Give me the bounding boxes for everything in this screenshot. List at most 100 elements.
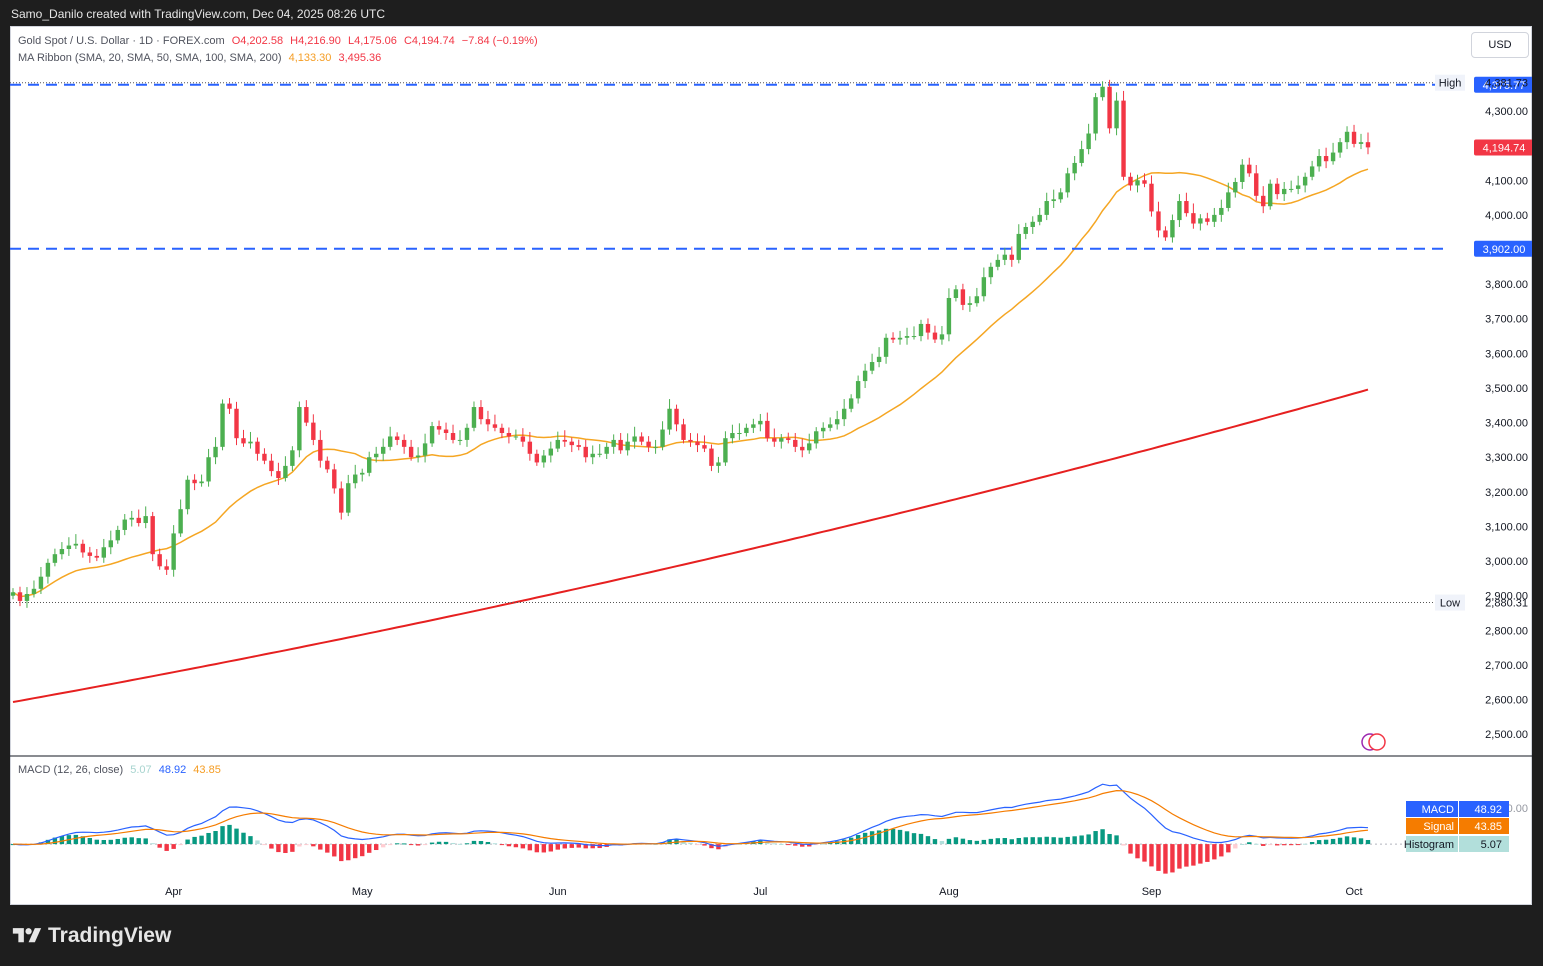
currency-button[interactable]: USD bbox=[1471, 32, 1529, 58]
candle-body bbox=[1177, 201, 1182, 221]
macd-histogram-bar bbox=[925, 836, 931, 845]
macd-histogram-bar bbox=[667, 839, 672, 845]
macd-histogram-bar bbox=[1107, 834, 1112, 845]
level-label-box bbox=[1474, 76, 1532, 93]
candle-body bbox=[38, 576, 44, 589]
candle-body bbox=[1233, 181, 1238, 193]
macd-histogram-bar bbox=[94, 839, 100, 845]
macd-histogram-bar bbox=[241, 832, 246, 845]
macd-histogram-bar bbox=[178, 844, 183, 846]
macd-histogram-bar bbox=[1261, 844, 1266, 846]
macd-histogram-bar bbox=[1212, 844, 1217, 860]
macd-histogram-bar bbox=[765, 841, 770, 845]
macd-histogram-bar bbox=[590, 844, 595, 849]
candle-body bbox=[597, 453, 602, 455]
candle-body bbox=[1337, 142, 1343, 153]
macd-histogram-bar bbox=[59, 836, 65, 845]
macd-histogram-bar bbox=[1093, 831, 1098, 845]
open-value: O4,202.58 bbox=[231, 35, 284, 47]
candle-body bbox=[283, 465, 288, 479]
candle-body bbox=[87, 552, 93, 556]
macd-histogram-bar bbox=[220, 826, 225, 845]
y-tick-label: 3,200.00 bbox=[1485, 487, 1528, 499]
close-value: C4,194.74 bbox=[403, 35, 455, 47]
macd-histogram-bar bbox=[450, 842, 456, 845]
macd-histogram-bar bbox=[1177, 844, 1182, 869]
macd-signal-tag-label: Signal bbox=[1423, 821, 1454, 833]
macd-histogram-bar bbox=[276, 844, 281, 853]
y-tick-label: 2,700.00 bbox=[1485, 660, 1528, 672]
macd-histogram-bar bbox=[883, 828, 889, 845]
candle-body bbox=[199, 481, 204, 484]
macd-histogram-bar bbox=[464, 843, 470, 845]
macd-histogram-bar bbox=[814, 844, 819, 846]
macd-histogram-value-box bbox=[1459, 836, 1509, 852]
macd-signal-value-box bbox=[1459, 818, 1509, 834]
ma-label[interactable]: MA Ribbon (SMA, 20, SMA, 50, SMA, 100, S… bbox=[18, 52, 282, 64]
candle-body bbox=[807, 443, 812, 451]
y-tick-label: 2,600.00 bbox=[1485, 695, 1528, 707]
macd-histogram-bar bbox=[1086, 834, 1091, 845]
candle-body bbox=[1309, 166, 1315, 177]
y-tick-label: 4,300.00 bbox=[1485, 106, 1528, 118]
candle-body bbox=[373, 453, 379, 458]
candle-body bbox=[1093, 97, 1098, 134]
macd-histogram-bar bbox=[932, 839, 938, 845]
macd-histogram-bar bbox=[800, 844, 805, 847]
price-chart[interactable]: 2,500.00 2,600.00 2,700.00 2,800.00 2,900.00… bbox=[10, 26, 1532, 905]
candle-body bbox=[206, 457, 211, 482]
candle-body bbox=[995, 259, 1001, 267]
candle-body bbox=[178, 509, 183, 534]
macd-label[interactable]: MACD (12, 26, close) bbox=[18, 764, 124, 776]
macd-histogram-bar bbox=[527, 844, 533, 851]
candle-body bbox=[1121, 100, 1126, 177]
macd-histogram-bar bbox=[1044, 836, 1049, 845]
macd-histogram-bar bbox=[290, 844, 295, 852]
macd-histogram-bar bbox=[1023, 837, 1028, 845]
macd-histogram-bar bbox=[897, 829, 903, 845]
candle-body bbox=[932, 332, 938, 340]
candle-body bbox=[1030, 221, 1035, 227]
candle-body bbox=[625, 441, 630, 451]
candle-body bbox=[1051, 199, 1056, 202]
macd-histogram-bar bbox=[262, 844, 267, 846]
candle-body bbox=[1184, 201, 1189, 214]
macd-histogram-bar bbox=[1302, 843, 1308, 845]
candle-body bbox=[297, 407, 302, 451]
candle-body bbox=[1295, 185, 1301, 189]
macd-histogram-bar bbox=[1114, 835, 1119, 845]
macd-histogram-bar bbox=[485, 841, 491, 845]
macd-histogram-bar bbox=[541, 844, 547, 853]
macd-histogram-bar bbox=[981, 839, 987, 845]
macd-histogram-bar bbox=[1058, 837, 1063, 845]
macd-histogram-bar bbox=[1226, 844, 1231, 853]
macd-histogram-bar bbox=[213, 831, 218, 845]
candle-body bbox=[387, 436, 393, 447]
candle-body bbox=[415, 455, 421, 458]
candle-body bbox=[478, 407, 484, 420]
x-tick-label: Jul bbox=[753, 886, 767, 898]
ma200-value: 3,495.36 bbox=[338, 52, 382, 64]
macd-histogram-bar bbox=[1135, 844, 1140, 859]
candle-body bbox=[1149, 183, 1154, 212]
macd-histogram-bar bbox=[1254, 843, 1259, 845]
macd-histogram-bar bbox=[1351, 837, 1357, 845]
candle-body bbox=[709, 448, 714, 466]
y-tick-label: 4,000.00 bbox=[1485, 210, 1528, 222]
macd-histogram-bar bbox=[499, 844, 505, 846]
symbol-label[interactable]: Gold Spot / U.S. Dollar · 1D · FOREX.com bbox=[18, 35, 225, 47]
currency-label: USD bbox=[1488, 39, 1512, 51]
tradingview-logo-icon bbox=[12, 928, 42, 943]
macd-histogram-bar bbox=[415, 844, 421, 846]
tradingview-logo[interactable]: TradingView bbox=[12, 924, 171, 948]
macd-histogram-bar bbox=[192, 836, 197, 845]
candle-body bbox=[848, 398, 854, 409]
x-tick-label: Sep bbox=[1142, 886, 1162, 898]
candle-body bbox=[471, 407, 477, 428]
macd-histogram-bar bbox=[387, 844, 393, 846]
candle-body bbox=[73, 543, 79, 546]
macd-histogram-bar bbox=[779, 843, 784, 845]
candle-body bbox=[17, 592, 23, 601]
candle-body bbox=[1072, 162, 1077, 174]
candle-body bbox=[1037, 214, 1042, 222]
